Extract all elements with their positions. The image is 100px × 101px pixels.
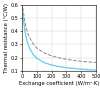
without slots xyxy=(44,52,45,54)
without slots xyxy=(58,57,60,58)
with slots (forms, support) xyxy=(58,66,60,67)
with slots (forms, support) xyxy=(44,62,45,63)
without slots xyxy=(81,61,82,62)
without slots xyxy=(36,47,37,49)
with slots (forms, support) xyxy=(26,38,27,39)
with slots (forms, support) xyxy=(27,43,28,44)
without slots xyxy=(88,61,89,63)
without slots xyxy=(24,22,26,23)
with slots (forms, support) xyxy=(66,67,67,68)
Line: with slots (forms, support): with slots (forms, support) xyxy=(23,12,96,70)
X-axis label: Exchange coefficient (W/m²·K): Exchange coefficient (W/m²·K) xyxy=(19,81,99,86)
without slots xyxy=(22,7,23,8)
with slots (forms, support) xyxy=(81,68,82,70)
with slots (forms, support) xyxy=(36,58,37,59)
with slots (forms, support) xyxy=(29,47,30,48)
without slots xyxy=(32,43,34,44)
with slots (forms, support) xyxy=(23,19,24,20)
with slots (forms, support) xyxy=(73,68,74,69)
with slots (forms, support) xyxy=(88,69,89,70)
without slots xyxy=(23,12,24,14)
with slots (forms, support) xyxy=(22,12,23,13)
with slots (forms, support) xyxy=(51,64,52,66)
with slots (forms, support) xyxy=(32,54,34,55)
without slots xyxy=(29,37,30,38)
without slots xyxy=(51,55,52,56)
Y-axis label: Thermal resistance (°C/W): Thermal resistance (°C/W) xyxy=(4,3,9,73)
without slots xyxy=(73,60,74,61)
without slots xyxy=(27,33,28,35)
without slots xyxy=(95,62,97,63)
with slots (forms, support) xyxy=(95,69,97,71)
without slots xyxy=(26,28,27,29)
without slots xyxy=(66,59,67,60)
with slots (forms, support) xyxy=(24,31,26,32)
Line: without slots: without slots xyxy=(23,8,96,62)
